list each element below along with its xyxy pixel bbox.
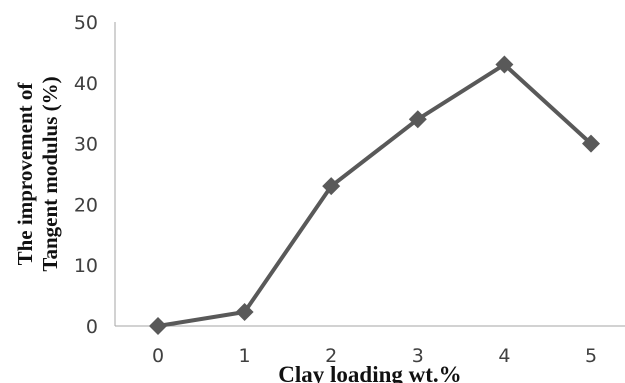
data-point-marker <box>235 303 254 322</box>
data-point-marker <box>149 317 167 335</box>
y-tick-label: 50 <box>74 12 98 34</box>
x-tick-label: 3 <box>412 345 424 367</box>
data-point-marker <box>495 55 514 74</box>
y-tick-label: 30 <box>74 134 98 156</box>
series-line <box>157 62 593 328</box>
y-tick-label: 20 <box>74 194 98 216</box>
axes <box>114 22 625 327</box>
series <box>149 55 600 335</box>
y-tick-labels: 0 10 20 30 40 50 <box>74 12 98 338</box>
y-tick-label: 0 <box>86 316 98 338</box>
x-tick-label: 4 <box>498 345 510 367</box>
x-tick-label: 1 <box>239 345 251 367</box>
y-axis-title-line-2: Tangent modulus (%) <box>38 76 62 271</box>
data-point-marker <box>322 177 341 196</box>
y-tick-label: 10 <box>74 255 98 277</box>
data-point-marker <box>582 134 600 153</box>
y-tick-label: 40 <box>74 73 98 95</box>
x-axis-title: Clay loading wt.% <box>278 362 461 383</box>
x-tick-label: 2 <box>325 345 337 367</box>
y-axis-title-line-1: The improvement of <box>13 82 37 266</box>
x-tick-label: 5 <box>585 345 597 367</box>
data-point-marker <box>408 110 427 129</box>
x-tick-label: 0 <box>152 345 164 367</box>
y-axis-title: The improvement of Tangent modulus (%) <box>13 76 62 271</box>
x-tick-labels: 0 1 2 3 4 5 <box>152 345 597 367</box>
